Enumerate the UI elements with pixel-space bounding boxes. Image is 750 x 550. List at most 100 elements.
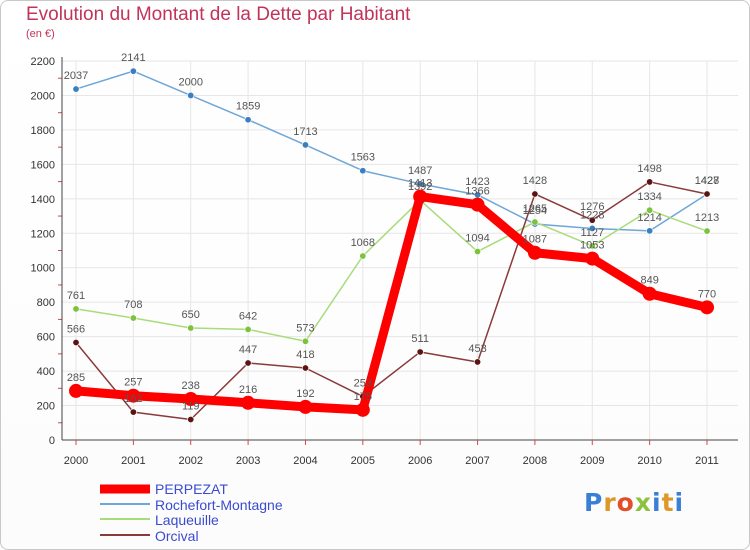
data-point (527, 245, 542, 260)
y-tick-label: 1600 (31, 159, 55, 171)
x-tick-label: 2009 (580, 455, 604, 467)
data-point (646, 227, 654, 235)
data-point (646, 178, 654, 186)
data-point (359, 252, 367, 260)
data-label: 1254 (523, 205, 547, 217)
data-label: 1859 (236, 101, 260, 113)
data-label: 849 (640, 275, 658, 287)
logo-letter: P (584, 488, 604, 517)
data-label: 1713 (293, 126, 317, 138)
data-label: 253 (354, 377, 372, 389)
data-point (301, 337, 309, 345)
x-tick-label: 2000 (64, 455, 88, 467)
logo-letter: o (616, 488, 635, 517)
data-point (301, 364, 309, 372)
data-point (72, 85, 80, 93)
series-line-1 (75, 70, 708, 232)
data-label: 285 (67, 372, 85, 384)
data-label: 1427 (695, 175, 719, 187)
x-tick-label: 2002 (178, 455, 202, 467)
data-point (416, 348, 424, 356)
data-point (129, 314, 137, 322)
chart-title: Evolution du Montant de la Dette par Hab… (26, 4, 411, 25)
data-label: 1213 (695, 212, 719, 224)
data-label: 761 (67, 290, 85, 302)
y-tick-label: 600 (37, 332, 55, 344)
y-tick-label: 0 (49, 435, 55, 447)
data-label: 1276 (580, 201, 604, 213)
x-tick-label: 2008 (523, 455, 547, 467)
data-point (531, 218, 539, 226)
data-point (187, 415, 195, 423)
data-label: 257 (124, 377, 142, 389)
data-label: 119 (182, 400, 200, 412)
data-label: 708 (124, 299, 142, 311)
data-label: 2000 (178, 76, 202, 88)
logo-letter: i (652, 488, 662, 517)
data-label: 1094 (465, 233, 489, 245)
legend-label: Rochefort-Montagne (155, 497, 283, 513)
data-label: 1228 (580, 209, 604, 221)
data-label: 1563 (351, 152, 375, 164)
data-label: 650 (182, 309, 200, 321)
data-label: 1214 (637, 212, 661, 224)
proxiti-logo: Proxiti (584, 488, 684, 517)
data-point (241, 395, 256, 410)
legend-label: Orcival (155, 528, 199, 544)
data-point (642, 286, 657, 301)
x-tick-label: 2011 (695, 455, 719, 467)
data-label: 1392 (408, 181, 432, 193)
y-tick-label: 400 (37, 366, 55, 378)
data-label: 192 (296, 388, 314, 400)
data-point (416, 180, 424, 188)
y-tick-label: 1800 (31, 125, 55, 137)
logo-letter: i (674, 488, 685, 517)
data-point (187, 91, 195, 99)
data-point (359, 167, 367, 175)
x-tick-label: 2006 (408, 455, 432, 467)
grid (62, 60, 738, 441)
series-line-2 (75, 199, 708, 343)
data-point (298, 399, 313, 414)
data-point (69, 383, 83, 398)
data-point (531, 190, 539, 198)
data-labels: 285 257 238 216 192 175 1413 1366 1087 1053 849 770… (64, 52, 719, 412)
legend: PERPEZATRochefort-MontagneLaqueuilleOrci… (100, 481, 283, 544)
data-label: 1423 (465, 176, 489, 188)
legend-label: PERPEZAT (155, 481, 228, 497)
data-label: 1087 (523, 234, 547, 246)
data-label: 1366 (465, 186, 489, 198)
data-label: 1498 (637, 163, 661, 175)
data-label: 238 (182, 380, 200, 392)
series-line-3 (75, 181, 708, 421)
data-point (129, 67, 137, 75)
data-point (355, 402, 370, 417)
data-label: 1334 (637, 191, 661, 203)
x-tick-label: 2007 (465, 455, 489, 467)
chart-unit: (en €) (26, 28, 55, 40)
data-label: 1265 (523, 203, 547, 215)
x-tick-label: 2005 (351, 455, 375, 467)
data-point (474, 358, 482, 366)
data-label: 1413 (408, 178, 432, 190)
data-point (244, 116, 252, 124)
data-label: 573 (296, 322, 314, 334)
data-point (413, 189, 428, 204)
data-point (301, 141, 309, 149)
data-point (585, 251, 600, 266)
x-tick-label: 2004 (293, 455, 317, 467)
data-point (244, 359, 252, 367)
data-label: 511 (411, 333, 429, 345)
data-label: 453 (468, 343, 486, 355)
y-tick-label: 2000 (31, 90, 55, 102)
data-point (703, 190, 711, 198)
data-label: 1053 (580, 240, 604, 252)
data-point (588, 242, 596, 250)
logo-letter: t (661, 488, 675, 517)
data-point (646, 206, 654, 214)
data-label: 162 (124, 393, 142, 405)
y-tick-label: 1000 (31, 263, 55, 275)
legend-label: Laqueuille (155, 512, 219, 528)
data-label: 447 (239, 344, 257, 356)
data-label: 1428 (523, 175, 547, 187)
